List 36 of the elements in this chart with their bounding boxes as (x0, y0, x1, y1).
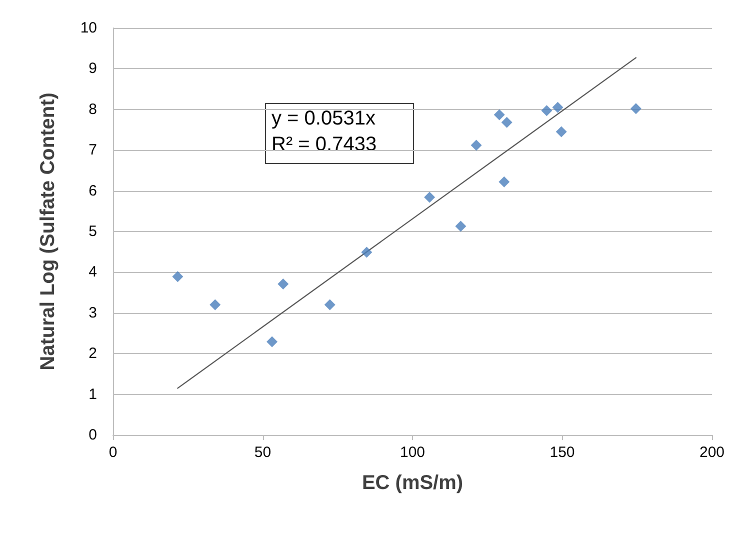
y-tick-label: 2 (88, 345, 97, 362)
y-tick-label: 10 (80, 20, 97, 36)
point (361, 246, 372, 258)
annotation: R² = 0.7433 (272, 134, 377, 156)
point (556, 126, 567, 138)
y-tick-label: 5 (88, 223, 97, 240)
y-tick-label: 3 (88, 304, 97, 322)
y-tick-label: 8 (88, 100, 97, 118)
point (172, 271, 184, 282)
point (424, 192, 436, 203)
x-tick-label: 0 (108, 444, 118, 461)
x-tick-label: 150 (550, 444, 575, 461)
point (210, 299, 221, 310)
point (552, 102, 564, 113)
y-tick-label: 9 (88, 60, 97, 78)
y-tick-label: 6 (88, 182, 97, 200)
y-tick-label: 1 (88, 386, 97, 403)
point (455, 220, 466, 232)
point (494, 109, 505, 120)
x-tick-label: 50 (254, 444, 272, 461)
point (470, 140, 482, 151)
y-axis-title: Natural Log (Sulfate Content) (37, 92, 59, 370)
annotation: y = 0.0531x (272, 108, 376, 130)
y-tick-label: 7 (88, 142, 97, 159)
x-axis-title: EC (mS/m) (362, 472, 464, 494)
x-tick-label: 100 (400, 444, 426, 461)
point (630, 103, 642, 114)
point (278, 278, 289, 290)
point (501, 116, 512, 128)
point (498, 176, 510, 188)
x-tick-label: 200 (699, 444, 725, 461)
point (324, 299, 336, 310)
point (266, 336, 278, 348)
y-tick-label: 0 (88, 426, 97, 444)
y-tick-label: 4 (88, 264, 97, 281)
point (541, 105, 552, 116)
